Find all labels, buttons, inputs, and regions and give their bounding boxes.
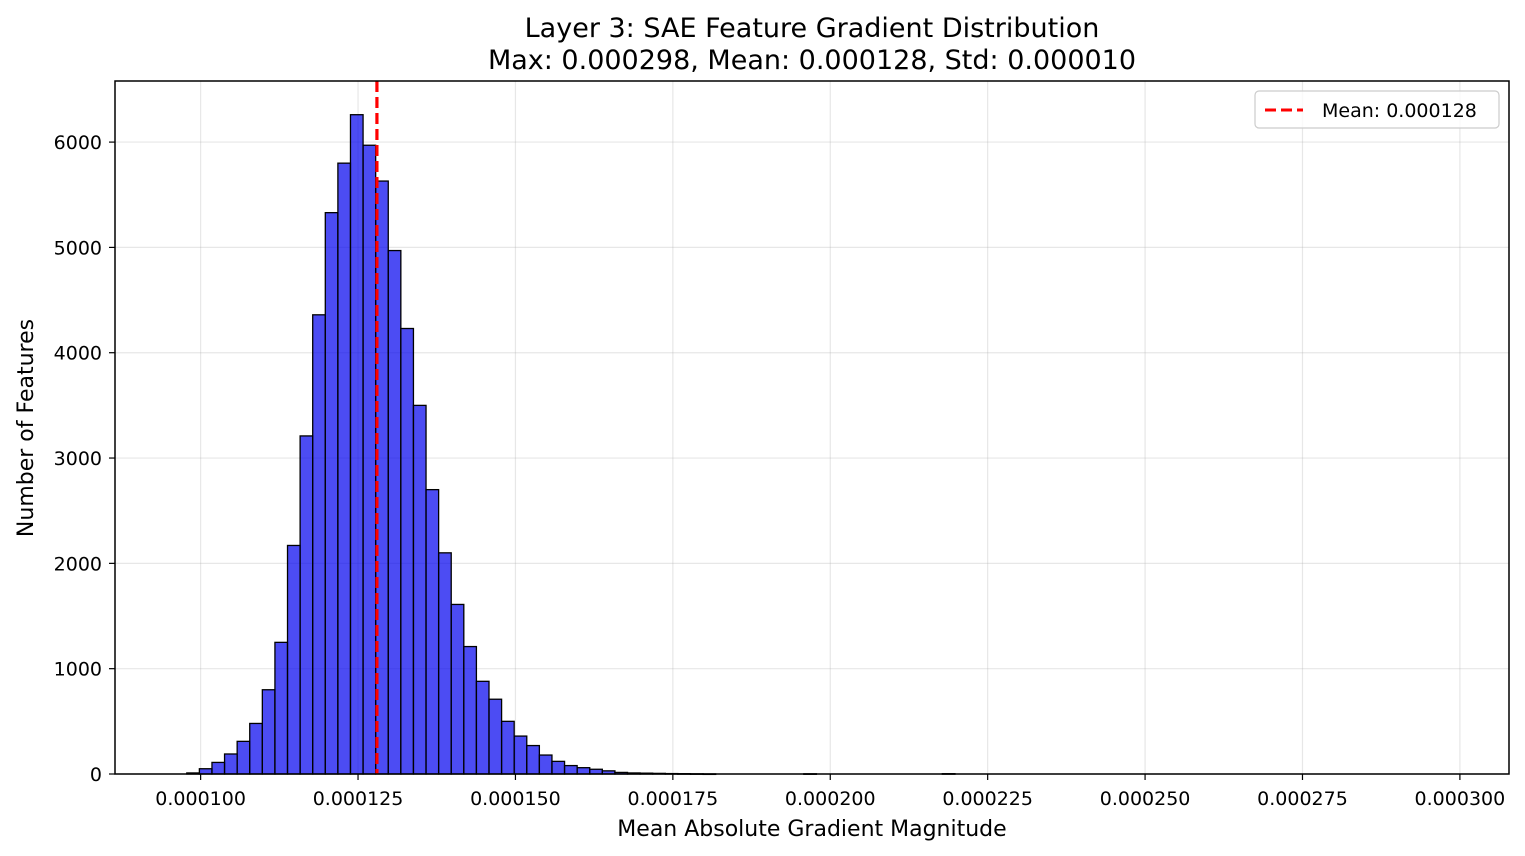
histogram-bar-5 — [249, 722, 263, 775]
histogram-bar-14 — [362, 144, 377, 775]
plot-frame — [114, 80, 1510, 775]
histogram-bar-23 — [475, 680, 490, 775]
histogram-bar-3 — [223, 753, 238, 775]
x-tick-label-8: 0.000300 — [1415, 788, 1506, 810]
x-tick-label-5: 0.000225 — [942, 788, 1033, 810]
x-tick-label-1: 0.000125 — [313, 788, 404, 810]
histogram-bar-19 — [425, 488, 440, 775]
x-tick-label-2: 0.000150 — [470, 788, 561, 810]
y-tick-label-1: 1000 — [54, 659, 102, 681]
histogram-bar-2 — [211, 761, 226, 775]
histogram-bar-11 — [324, 211, 339, 775]
histogram-bar-18 — [412, 404, 427, 775]
histogram-bar-28 — [538, 754, 553, 775]
y-tick-label-0: 0 — [90, 764, 102, 786]
histogram-bar-20 — [437, 552, 452, 775]
legend-box — [1254, 90, 1500, 129]
histogram-bar-9 — [299, 435, 314, 775]
chart-subtitle: Max: 0.000298, Mean: 0.000128, Std: 0.00… — [488, 45, 1136, 76]
histogram-bar-7 — [274, 641, 289, 775]
chart-title: Layer 3: SAE Feature Gradient Distributi… — [525, 13, 1100, 44]
histogram-bar-30 — [563, 764, 578, 775]
y-tick-label-4: 4000 — [54, 343, 102, 365]
histogram-bar-13 — [349, 114, 364, 775]
histogram-bar-1 — [198, 768, 213, 775]
x-axis-ticks: 0.000100 0.000125 0.000150 0.000175 0.000200… — [155, 774, 1505, 810]
x-tick-label-3: 0.000175 — [628, 788, 719, 810]
x-axis-label: Mean Absolute Gradient Magnitude — [617, 817, 1006, 842]
y-tick-label-2: 2000 — [54, 553, 102, 575]
histogram-bar-27 — [526, 744, 541, 775]
y-tick-label-6: 6000 — [54, 132, 102, 154]
histogram-bar-6 — [261, 689, 276, 775]
histogram-bars — [186, 114, 956, 776]
x-tick-label-0: 0.000100 — [155, 788, 246, 810]
histogram-bar-8 — [286, 544, 301, 775]
histogram-bar-26 — [513, 735, 528, 775]
histogram-bar-31 — [576, 767, 591, 775]
y-tick-label-5: 5000 — [54, 237, 102, 259]
histogram-bar-25 — [500, 720, 515, 775]
histogram-bar-16 — [387, 249, 402, 775]
x-tick-label-6: 0.000250 — [1100, 788, 1191, 810]
histogram-bar-4 — [236, 740, 251, 775]
histogram-bar-17 — [400, 327, 415, 775]
histogram-bar-24 — [488, 698, 503, 775]
histogram-bar-12 — [337, 162, 352, 775]
histogram-bar-21 — [450, 603, 465, 775]
histogram-bar-15 — [375, 180, 389, 775]
legend: Mean: 0.000128 — [1254, 90, 1500, 129]
y-tick-label-3: 3000 — [54, 448, 102, 470]
histogram-bar-22 — [463, 645, 478, 775]
y-axis-label: Number of Features — [14, 319, 39, 537]
y-axis-ticks: 0 1000 2000 3000 4000 5000 6000 — [54, 132, 115, 786]
histogram-bar-10 — [312, 314, 326, 775]
x-tick-label-7: 0.000275 — [1257, 788, 1348, 810]
x-tick-label-4: 0.000200 — [785, 788, 876, 810]
histogram-bar-29 — [551, 760, 566, 775]
legend-mean-label: Mean: 0.000128 — [1322, 100, 1477, 122]
